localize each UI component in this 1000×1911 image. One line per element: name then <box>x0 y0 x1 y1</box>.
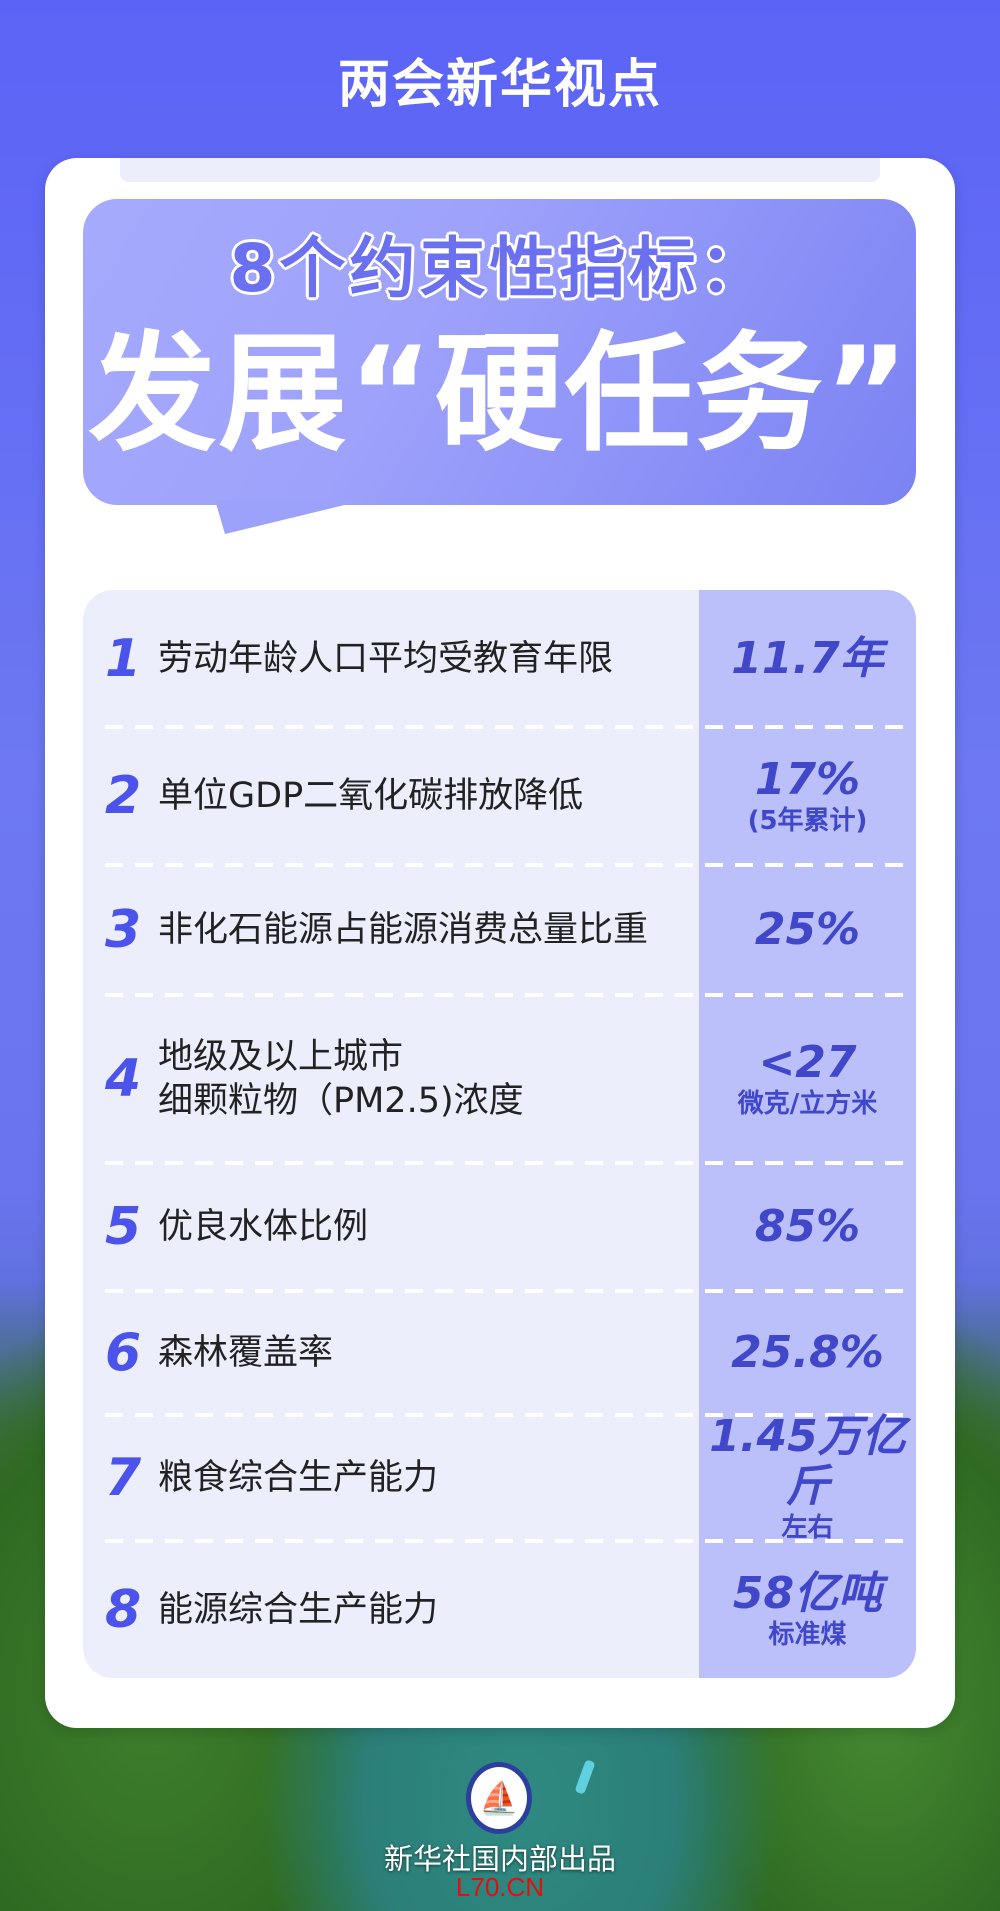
indicator-value: 17% (5年累计) <box>699 755 916 837</box>
credit-text: 新华社国内部出品 <box>383 1842 616 1876</box>
value-main: 25.8% <box>731 1327 884 1378</box>
value-main: 1.45万亿斤 <box>709 1411 906 1512</box>
indicator-value: 58亿吨 标准煤 <box>699 1567 916 1651</box>
indicator-label: 地级及以上城市 细颗粒物（PM2.5)浓度 <box>158 1037 524 1121</box>
indicator-row: 7 粮食综合生产能力 1.45万亿斤 左右 <box>83 1412 916 1544</box>
indicator-label: 能源综合生产能力 <box>158 1589 439 1630</box>
bubble-tail <box>215 500 365 534</box>
indicator-row: 4 地级及以上城市 细颗粒物（PM2.5)浓度 <27 微克/立方米 <box>83 995 916 1165</box>
indicator-value: 85% <box>699 1202 916 1252</box>
indicator-row: 5 优良水体比例 85% <box>83 1163 916 1293</box>
indicator-number: 1 <box>105 628 142 689</box>
indicator-number: 2 <box>105 766 142 826</box>
indicator-number: 6 <box>105 1323 142 1383</box>
indicator-number: 8 <box>105 1579 142 1640</box>
value-main: 85% <box>754 1201 861 1252</box>
indicator-label: 粮食综合生产能力 <box>158 1458 439 1498</box>
indicator-label: 单位GDP二氧化碳排放降低 <box>158 776 584 816</box>
card-top-strip <box>120 158 880 182</box>
value-main: <27 <box>758 1037 857 1088</box>
indicator-row: 2 单位GDP二氧化碳排放降低 17% (5年累计) <box>83 727 916 867</box>
indicator-label: 森林覆盖率 <box>158 1333 334 1373</box>
indicator-row: 8 能源综合生产能力 58亿吨 标准煤 <box>83 1541 916 1678</box>
indicator-number: 4 <box>105 1049 142 1109</box>
headline-bubble <box>83 199 916 505</box>
indicator-value: 11.7年 <box>699 632 916 684</box>
indicator-label: 非化石能源占能源消费总量比重 <box>158 910 649 950</box>
value-main: 11.7年 <box>731 632 884 684</box>
indicator-number: 7 <box>105 1448 142 1508</box>
value-note: 微克/立方米 <box>737 1089 878 1119</box>
watermark: L70.CN <box>455 1872 545 1902</box>
value-main: 58亿吨 <box>732 1567 883 1619</box>
indicator-value: 25.8% <box>699 1328 916 1378</box>
value-main: 25% <box>754 904 861 955</box>
indicator-value: <27 微克/立方米 <box>699 1038 916 1120</box>
value-note: 左右 <box>781 1513 834 1543</box>
indicator-value: 25% <box>699 905 916 955</box>
value-note: (5年累计) <box>747 806 868 836</box>
value-note: 标准煤 <box>768 1619 847 1650</box>
indicator-number: 5 <box>105 1197 142 1257</box>
xinhua-logo: ⛵ <box>466 1762 532 1834</box>
value-column <box>699 590 916 1678</box>
indicator-row: 3 非化石能源占能源消费总量比重 25% <box>83 865 916 997</box>
indicator-row: 6 森林覆盖率 25.8% <box>83 1291 916 1417</box>
indicator-label: 优良水体比例 <box>158 1207 369 1247</box>
indicator-label: 劳动年龄人口平均受教育年限 <box>158 638 614 679</box>
indicator-value: 1.45万亿斤 左右 <box>699 1412 916 1544</box>
headline-line1: 8个约束性指标： <box>229 230 770 307</box>
value-main: 17% <box>754 754 861 805</box>
headline-line2: 发展“硬任务” <box>88 320 911 469</box>
indicator-row: 1 劳动年龄人口平均受教育年限 11.7年 <box>83 590 916 729</box>
indicator-table: 1 劳动年龄人口平均受教育年限 11.7年 2 单位GDP二氧化碳排放降低 17%… <box>83 590 916 1678</box>
indicator-number: 3 <box>105 900 142 960</box>
column-title: 两会新华视点 <box>337 55 662 115</box>
